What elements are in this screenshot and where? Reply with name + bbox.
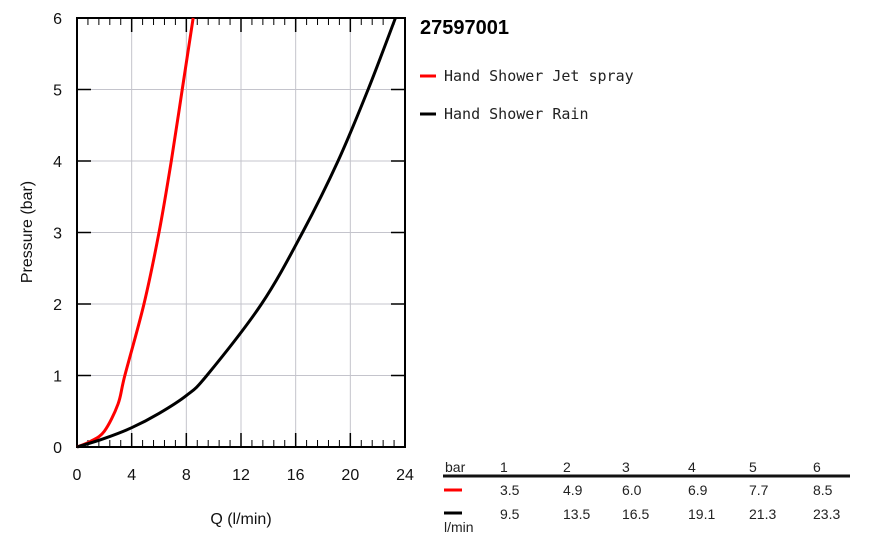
x-tick-label: 8 — [182, 467, 191, 484]
y-tick-labels: 0 1 2 3 4 5 6 — [53, 11, 62, 457]
table-cell: 9.5 — [500, 506, 520, 522]
x-axis-label: Q (l/min) — [210, 511, 271, 528]
table-cell: 19.1 — [688, 506, 715, 522]
series-line-0 — [76, 17, 195, 449]
y-tick-label: 2 — [53, 297, 62, 314]
y-tick-label: 0 — [53, 440, 62, 457]
chart-title: 27597001 — [420, 17, 509, 39]
table-column-header: 1 — [500, 459, 508, 475]
table-cell: 21.3 — [749, 506, 776, 522]
table-cell: 3.5 — [500, 482, 520, 498]
table-cell: 7.7 — [749, 482, 769, 498]
y-tick-label: 4 — [53, 154, 62, 171]
plot-frame — [76, 17, 406, 448]
x-tick-label: 24 — [396, 467, 414, 484]
curves — [76, 17, 397, 449]
table-cell: 6.9 — [688, 482, 708, 498]
x-tick-label: 4 — [127, 467, 136, 484]
x-tick-label: 20 — [341, 467, 359, 484]
x-tick-label: 16 — [287, 467, 305, 484]
y-tick-label: 5 — [53, 83, 62, 100]
table-header-bar: bar — [445, 459, 466, 475]
x-tick-labels: 0 4 8 12 16 20 24 — [73, 467, 414, 484]
series-line-1 — [76, 17, 397, 449]
y-tick-label: 6 — [53, 11, 62, 28]
legend-label-jet: Hand Shower Jet spray — [444, 67, 634, 85]
y-tick-label: 1 — [53, 369, 62, 386]
table-cell: 16.5 — [622, 506, 649, 522]
x-tick-label: 0 — [73, 467, 82, 484]
table-column-header: 6 — [813, 459, 821, 475]
table-column-header: 4 — [688, 459, 696, 475]
y-tick-label: 3 — [53, 226, 62, 243]
grid — [77, 18, 405, 447]
legend-label-rain: Hand Shower Rain — [444, 105, 589, 123]
table-cell: 4.9 — [563, 482, 583, 498]
table-cell: 8.5 — [813, 482, 833, 498]
legend: Hand Shower Jet spray Hand Shower Rain — [420, 67, 634, 123]
x-tick-label: 12 — [232, 467, 250, 484]
flow-table: bar l/min 13.59.524.913.536.016.546.919.… — [443, 459, 850, 535]
y-axis-label: Pressure (bar) — [19, 181, 36, 283]
table-cell: 23.3 — [813, 506, 840, 522]
table-cell: 6.0 — [622, 482, 642, 498]
table-column-header: 2 — [563, 459, 571, 475]
table-column-header: 3 — [622, 459, 630, 475]
table-cell: 13.5 — [563, 506, 590, 522]
table-column-header: 5 — [749, 459, 757, 475]
table-unit-label: l/min — [444, 519, 474, 535]
